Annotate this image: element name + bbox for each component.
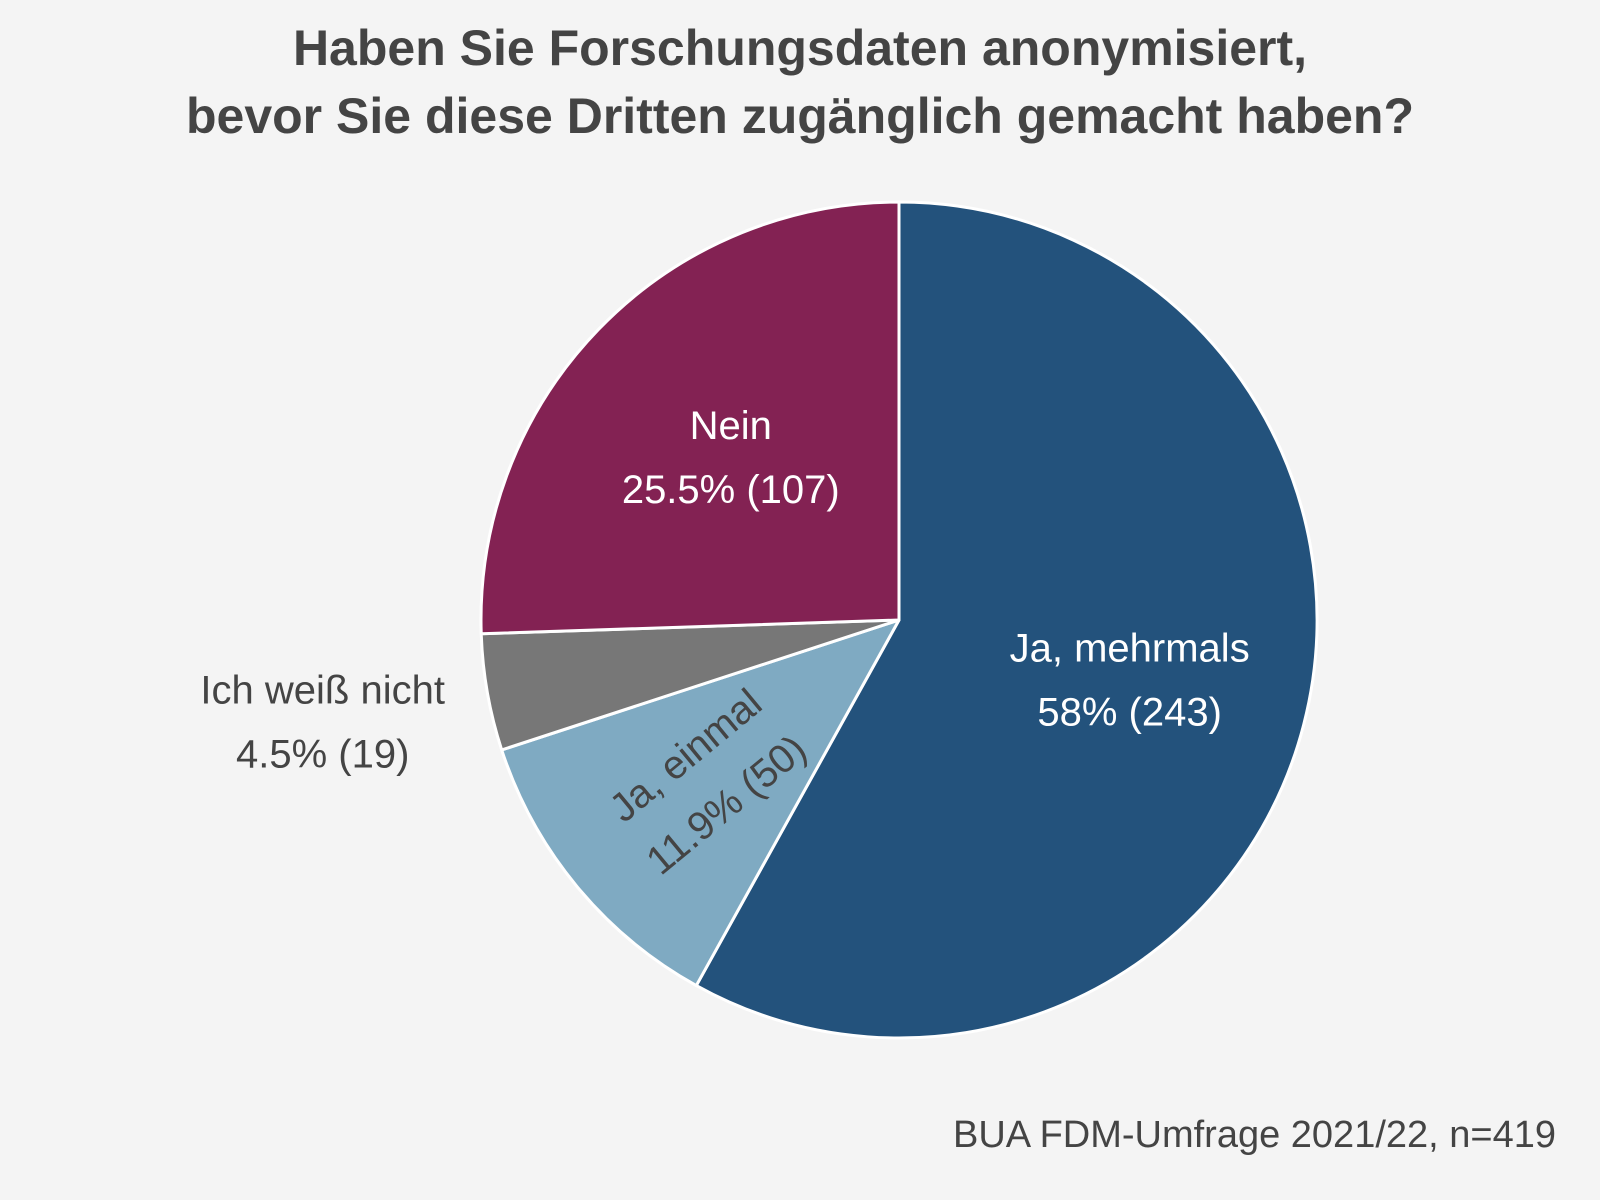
chart-title-line-2: bevor Sie diese Dritten zugänglich gemac… (185, 88, 1415, 144)
pie-slices (479, 200, 1319, 1040)
chart-title: Haben Sie Forschungsdaten anonymisiert, … (0, 14, 1600, 150)
slice-value-label: 58% (243) (1037, 691, 1222, 735)
slice-label-group: Nein 25.5% (107) (622, 404, 840, 512)
slice-category-label: Ich weiß nicht (200, 669, 445, 713)
slice-label-group: Ich weiß nicht 4.5% (19) (200, 669, 445, 777)
slice-value-label: 25.5% (107) (622, 468, 840, 512)
pie-slice-ja-einmal (500, 618, 901, 988)
chart-title-line-1: Haben Sie Forschungsdaten anonymisiert, (292, 20, 1308, 76)
slice-category-label: Ja, mehrmals (1010, 627, 1250, 671)
slice-value-label: 4.5% (19) (236, 733, 409, 777)
slice-category-label: Nein (690, 404, 772, 448)
source-note: BUA FDM-Umfrage 2021/22, n=419 (952, 1114, 1556, 1156)
slice-label-group: Ja, mehrmals 58% (243) (1010, 627, 1250, 735)
pie-slice-ja-mehrmals (694, 200, 1319, 1040)
pie-slice-nein (479, 200, 901, 636)
